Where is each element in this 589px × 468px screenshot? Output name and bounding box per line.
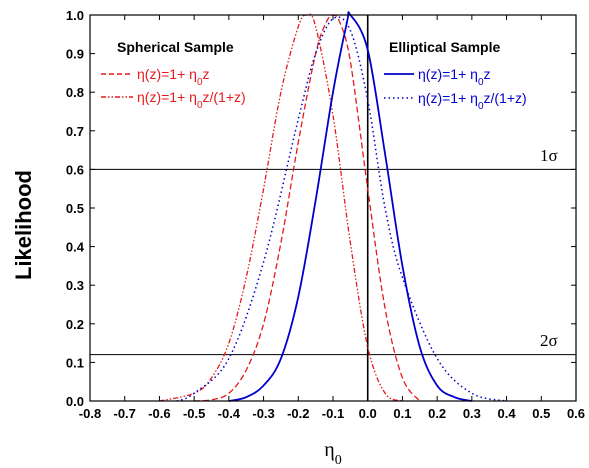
series-lines: [159, 11, 507, 402]
y-tick-label: 0.1: [66, 355, 84, 370]
series-line-3: [176, 16, 507, 402]
series-line-1: [159, 13, 403, 402]
axis-ticks: -0.8 -0.7 -0.6 -0.5 -0.4 -0.3 -0.2 -0.1 0.0 0.1 0.…: [66, 8, 585, 421]
sigma-label-2: 2σ: [540, 331, 558, 350]
reference-lines: [90, 15, 576, 401]
y-tick-label: 0.7: [66, 124, 84, 139]
x-tick-label: 0.6: [567, 406, 585, 421]
x-tick-label: 0.1: [393, 406, 411, 421]
x-tick-label: -0.2: [287, 406, 309, 421]
x-tick-label: -0.6: [148, 406, 170, 421]
series-line-2: [228, 11, 473, 402]
y-axis-label: Likelihood: [11, 170, 36, 280]
x-tick-label: 0.3: [463, 406, 481, 421]
x-tick-label: 0.5: [532, 406, 550, 421]
group-title-elliptical: Elliptical Sample: [389, 39, 500, 55]
x-tick-label: -0.3: [252, 406, 274, 421]
y-tick-label: 0.9: [66, 47, 84, 62]
legend-label-elliptical-linear: η(z)=1+ η0z: [418, 66, 491, 88]
y-tick-label: 0.5: [66, 201, 84, 216]
x-tick-label: 0.0: [359, 406, 377, 421]
x-tick-label: -0.8: [79, 406, 101, 421]
y-tick-label: 0.2: [66, 317, 84, 332]
y-tick-label: 1.0: [66, 8, 84, 23]
y-tick-label: 0.3: [66, 278, 84, 293]
x-tick-label: -0.4: [218, 406, 241, 421]
x-tick-label: 0.2: [428, 406, 446, 421]
sigma-label-1: 1σ: [540, 146, 558, 165]
x-tick-label: -0.5: [183, 406, 205, 421]
x-tick-label: 0.4: [498, 406, 517, 421]
group-title-spherical: Spherical Sample: [117, 39, 234, 55]
x-tick-label: -0.7: [114, 406, 136, 421]
legend-label-elliptical-ratio: η(z)=1+ η0z/(1+z): [418, 90, 527, 112]
legend-label-spherical-ratio: η(z)=1+ η0z/(1+z): [137, 89, 246, 111]
y-tick-label: 0.6: [66, 162, 84, 177]
y-tick-label: 0.8: [66, 85, 84, 100]
y-tick-label: 0.4: [66, 240, 85, 255]
x-axis-label: η0: [324, 439, 341, 468]
y-tick-label: 0.0: [66, 394, 84, 409]
x-tick-label: -0.1: [322, 406, 344, 421]
legend-label-spherical-linear: η(z)=1+ η0z: [137, 66, 210, 88]
series-line-0: [194, 14, 421, 402]
